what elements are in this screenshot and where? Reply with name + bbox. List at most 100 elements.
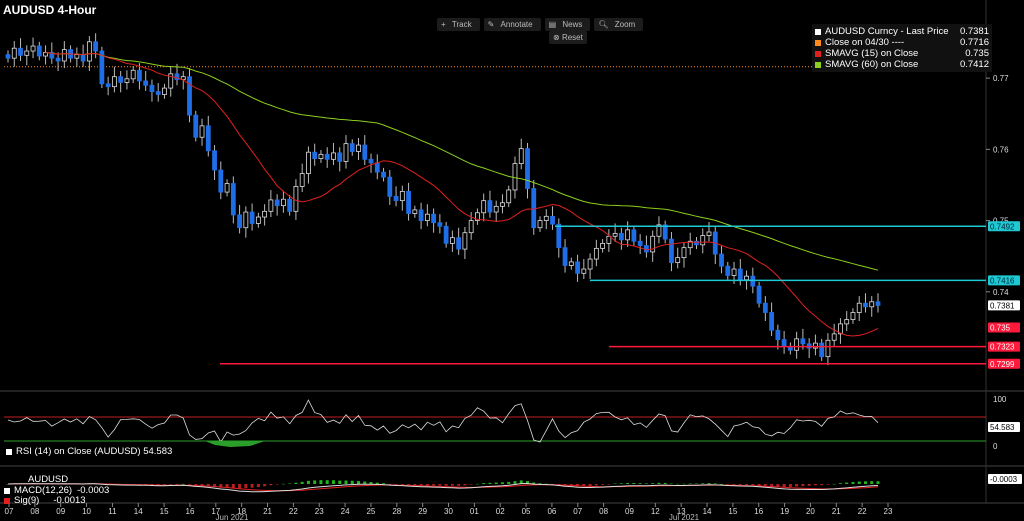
macd-histogram-bar bbox=[156, 484, 160, 486]
x-tick-label: 10 bbox=[82, 507, 91, 516]
macd-histogram-bar bbox=[150, 484, 154, 485]
candle-body bbox=[775, 329, 781, 340]
candle-body bbox=[819, 342, 825, 358]
news-button[interactable]: ▤ News bbox=[544, 18, 591, 31]
candle-body bbox=[831, 333, 837, 341]
candle-body bbox=[11, 47, 17, 59]
candle-body bbox=[781, 339, 787, 348]
track-button[interactable]: + Track bbox=[437, 18, 480, 31]
macd-histogram-bar bbox=[188, 484, 192, 485]
macd-histogram-bar bbox=[832, 483, 836, 485]
reset-button[interactable]: ⊗ Reset bbox=[549, 31, 587, 44]
macd-histogram-bar bbox=[651, 483, 655, 484]
level-tag-label: 0.7299 bbox=[990, 360, 1015, 369]
macd-histogram-bar bbox=[551, 484, 555, 485]
candle-body bbox=[456, 237, 462, 250]
x-tick-label: 22 bbox=[289, 507, 298, 516]
macd-histogram-bar bbox=[632, 483, 636, 484]
x-tick-label: 21 bbox=[832, 507, 841, 516]
candle-body bbox=[437, 222, 443, 227]
candle-body bbox=[568, 261, 574, 266]
candle-body bbox=[86, 41, 92, 62]
macd-histogram-bar bbox=[757, 484, 761, 486]
macd-histogram-bar bbox=[500, 482, 504, 484]
macd-histogram-bar bbox=[494, 482, 498, 484]
x-tick-label: 19 bbox=[780, 507, 789, 516]
candle-body bbox=[212, 150, 217, 171]
x-tick-label: 28 bbox=[392, 507, 401, 516]
candle-body bbox=[412, 209, 418, 214]
macd-histogram-bar bbox=[457, 484, 461, 486]
macd-histogram-bar bbox=[325, 480, 329, 484]
macd-histogram-bar bbox=[357, 480, 361, 484]
candle-body bbox=[381, 171, 386, 178]
legend: AUDUSD Curncy - Last Price 0.7381 Close … bbox=[812, 24, 992, 72]
candle-body bbox=[331, 152, 336, 160]
macd-histogram-bar bbox=[707, 483, 711, 484]
candle-body bbox=[362, 144, 368, 160]
macd-histogram-bar bbox=[720, 483, 724, 485]
candle-body bbox=[487, 200, 493, 213]
level-tag-label: 0.7416 bbox=[990, 276, 1015, 285]
x-tick-label: 20 bbox=[806, 507, 815, 516]
candle-body bbox=[431, 213, 437, 224]
macd-histogram-bar bbox=[444, 484, 448, 486]
macd-histogram-bar bbox=[507, 481, 511, 484]
macd-histogram-bar bbox=[438, 484, 442, 486]
macd-histogram-bar bbox=[801, 484, 805, 487]
level-tag bbox=[988, 322, 1020, 333]
candle-body bbox=[24, 50, 30, 56]
candle-body bbox=[468, 220, 474, 234]
macd-swatch bbox=[4, 487, 10, 494]
candle-body bbox=[756, 285, 762, 304]
macd-histogram-bar bbox=[826, 484, 830, 485]
legend-swatch bbox=[815, 61, 821, 68]
macd-histogram-bar bbox=[876, 481, 880, 484]
macd-histogram-bar bbox=[870, 481, 874, 484]
macd-histogram-bar bbox=[745, 484, 749, 485]
macd-histogram-bar bbox=[782, 484, 786, 487]
x-tick-label: 23 bbox=[884, 507, 893, 516]
candle-body bbox=[287, 198, 293, 212]
macd-histogram-bar bbox=[425, 484, 429, 486]
candle-body bbox=[280, 198, 286, 207]
candle-body bbox=[525, 148, 530, 189]
candle-body bbox=[656, 224, 662, 237]
annotate-button[interactable]: ✎ Annotate bbox=[483, 18, 541, 31]
candle-body bbox=[55, 57, 61, 62]
macd-histogram-bar bbox=[350, 480, 354, 484]
macd-histogram-bar bbox=[463, 484, 467, 486]
legend-row-sma60: SMAVG (60) on Close 0.7412 bbox=[815, 59, 989, 70]
macd-histogram-bar bbox=[532, 482, 536, 484]
candle-body bbox=[36, 45, 42, 57]
candle-body bbox=[600, 242, 606, 249]
candle-body bbox=[374, 162, 380, 173]
x-tick-label: 12 bbox=[651, 507, 660, 516]
candle-body bbox=[424, 213, 430, 221]
macd-histogram-bar bbox=[588, 484, 592, 487]
x-tick-label: 14 bbox=[703, 507, 712, 516]
macd-histogram-bar bbox=[419, 484, 423, 486]
macd-histogram-bar bbox=[407, 484, 411, 486]
x-tick-label: 16 bbox=[186, 507, 195, 516]
candle-body bbox=[262, 210, 268, 218]
macd-row: MACD(12,26) -0.0003 bbox=[4, 485, 109, 497]
macd-histogram-bar bbox=[213, 484, 217, 487]
candle-body bbox=[531, 188, 537, 229]
legend-swatch bbox=[815, 39, 821, 46]
macd-line bbox=[7, 482, 879, 493]
macd-histogram-bar bbox=[763, 484, 767, 486]
x-tick-label: 24 bbox=[341, 507, 350, 516]
candle-body bbox=[537, 220, 543, 229]
zoom-button[interactable]: 🔍︎ Zoom bbox=[594, 18, 644, 31]
candle-body bbox=[506, 189, 512, 204]
macd-histogram-bar bbox=[582, 484, 586, 487]
macd-histogram-bar bbox=[845, 482, 849, 484]
macd-histogram-bar bbox=[194, 484, 198, 486]
candle-body bbox=[349, 143, 355, 152]
sma60-line bbox=[45, 52, 879, 271]
x-tick-label: 29 bbox=[418, 507, 427, 516]
candle-body bbox=[844, 319, 850, 325]
macd-histogram-bar bbox=[738, 484, 742, 485]
